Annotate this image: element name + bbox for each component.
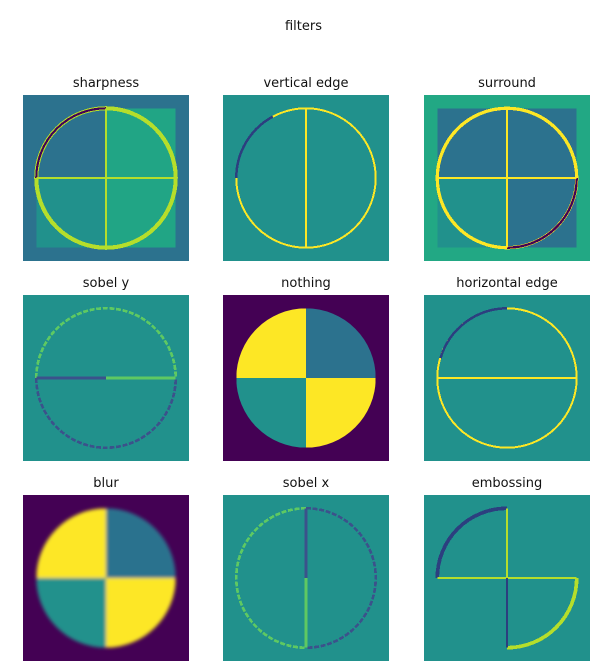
panel-title: sharpness [23, 76, 189, 92]
horizontal-edge-filter-image [424, 295, 590, 461]
panel-title: vertical edge [223, 76, 389, 92]
panel-title: horizontal edge [424, 276, 590, 292]
panel-sharpness: sharpness [23, 76, 189, 269]
sobel-x-filter-image [223, 495, 389, 661]
panel-vertical-edge: vertical edge [223, 76, 389, 269]
panel-sobel-y: sobel y [23, 276, 189, 469]
panel-title: blur [23, 476, 189, 492]
panel-blur: blur [23, 476, 189, 669]
embossing-filter-image [424, 495, 590, 661]
panel-title: sobel y [23, 276, 189, 292]
panel-title: surround [424, 76, 590, 92]
surround-filter-image [424, 95, 590, 261]
sobel-y-filter-image [23, 295, 189, 461]
vertical-edge-filter-image [223, 95, 389, 261]
sharpness-filter-image [23, 95, 189, 261]
panel-title: sobel x [223, 476, 389, 492]
nothing-filter-image [223, 295, 389, 461]
panel-surround: surround [424, 76, 590, 269]
panel-embossing: embossing [424, 476, 590, 669]
blur-filter-image [23, 495, 189, 661]
panel-nothing: nothing [223, 276, 389, 469]
panel-title: nothing [223, 276, 389, 292]
panel-sobel-x: sobel x [223, 476, 389, 669]
figure-title: filters [0, 19, 607, 35]
panel-horizontal-edge: horizontal edge [424, 276, 590, 469]
panel-title: embossing [424, 476, 590, 492]
